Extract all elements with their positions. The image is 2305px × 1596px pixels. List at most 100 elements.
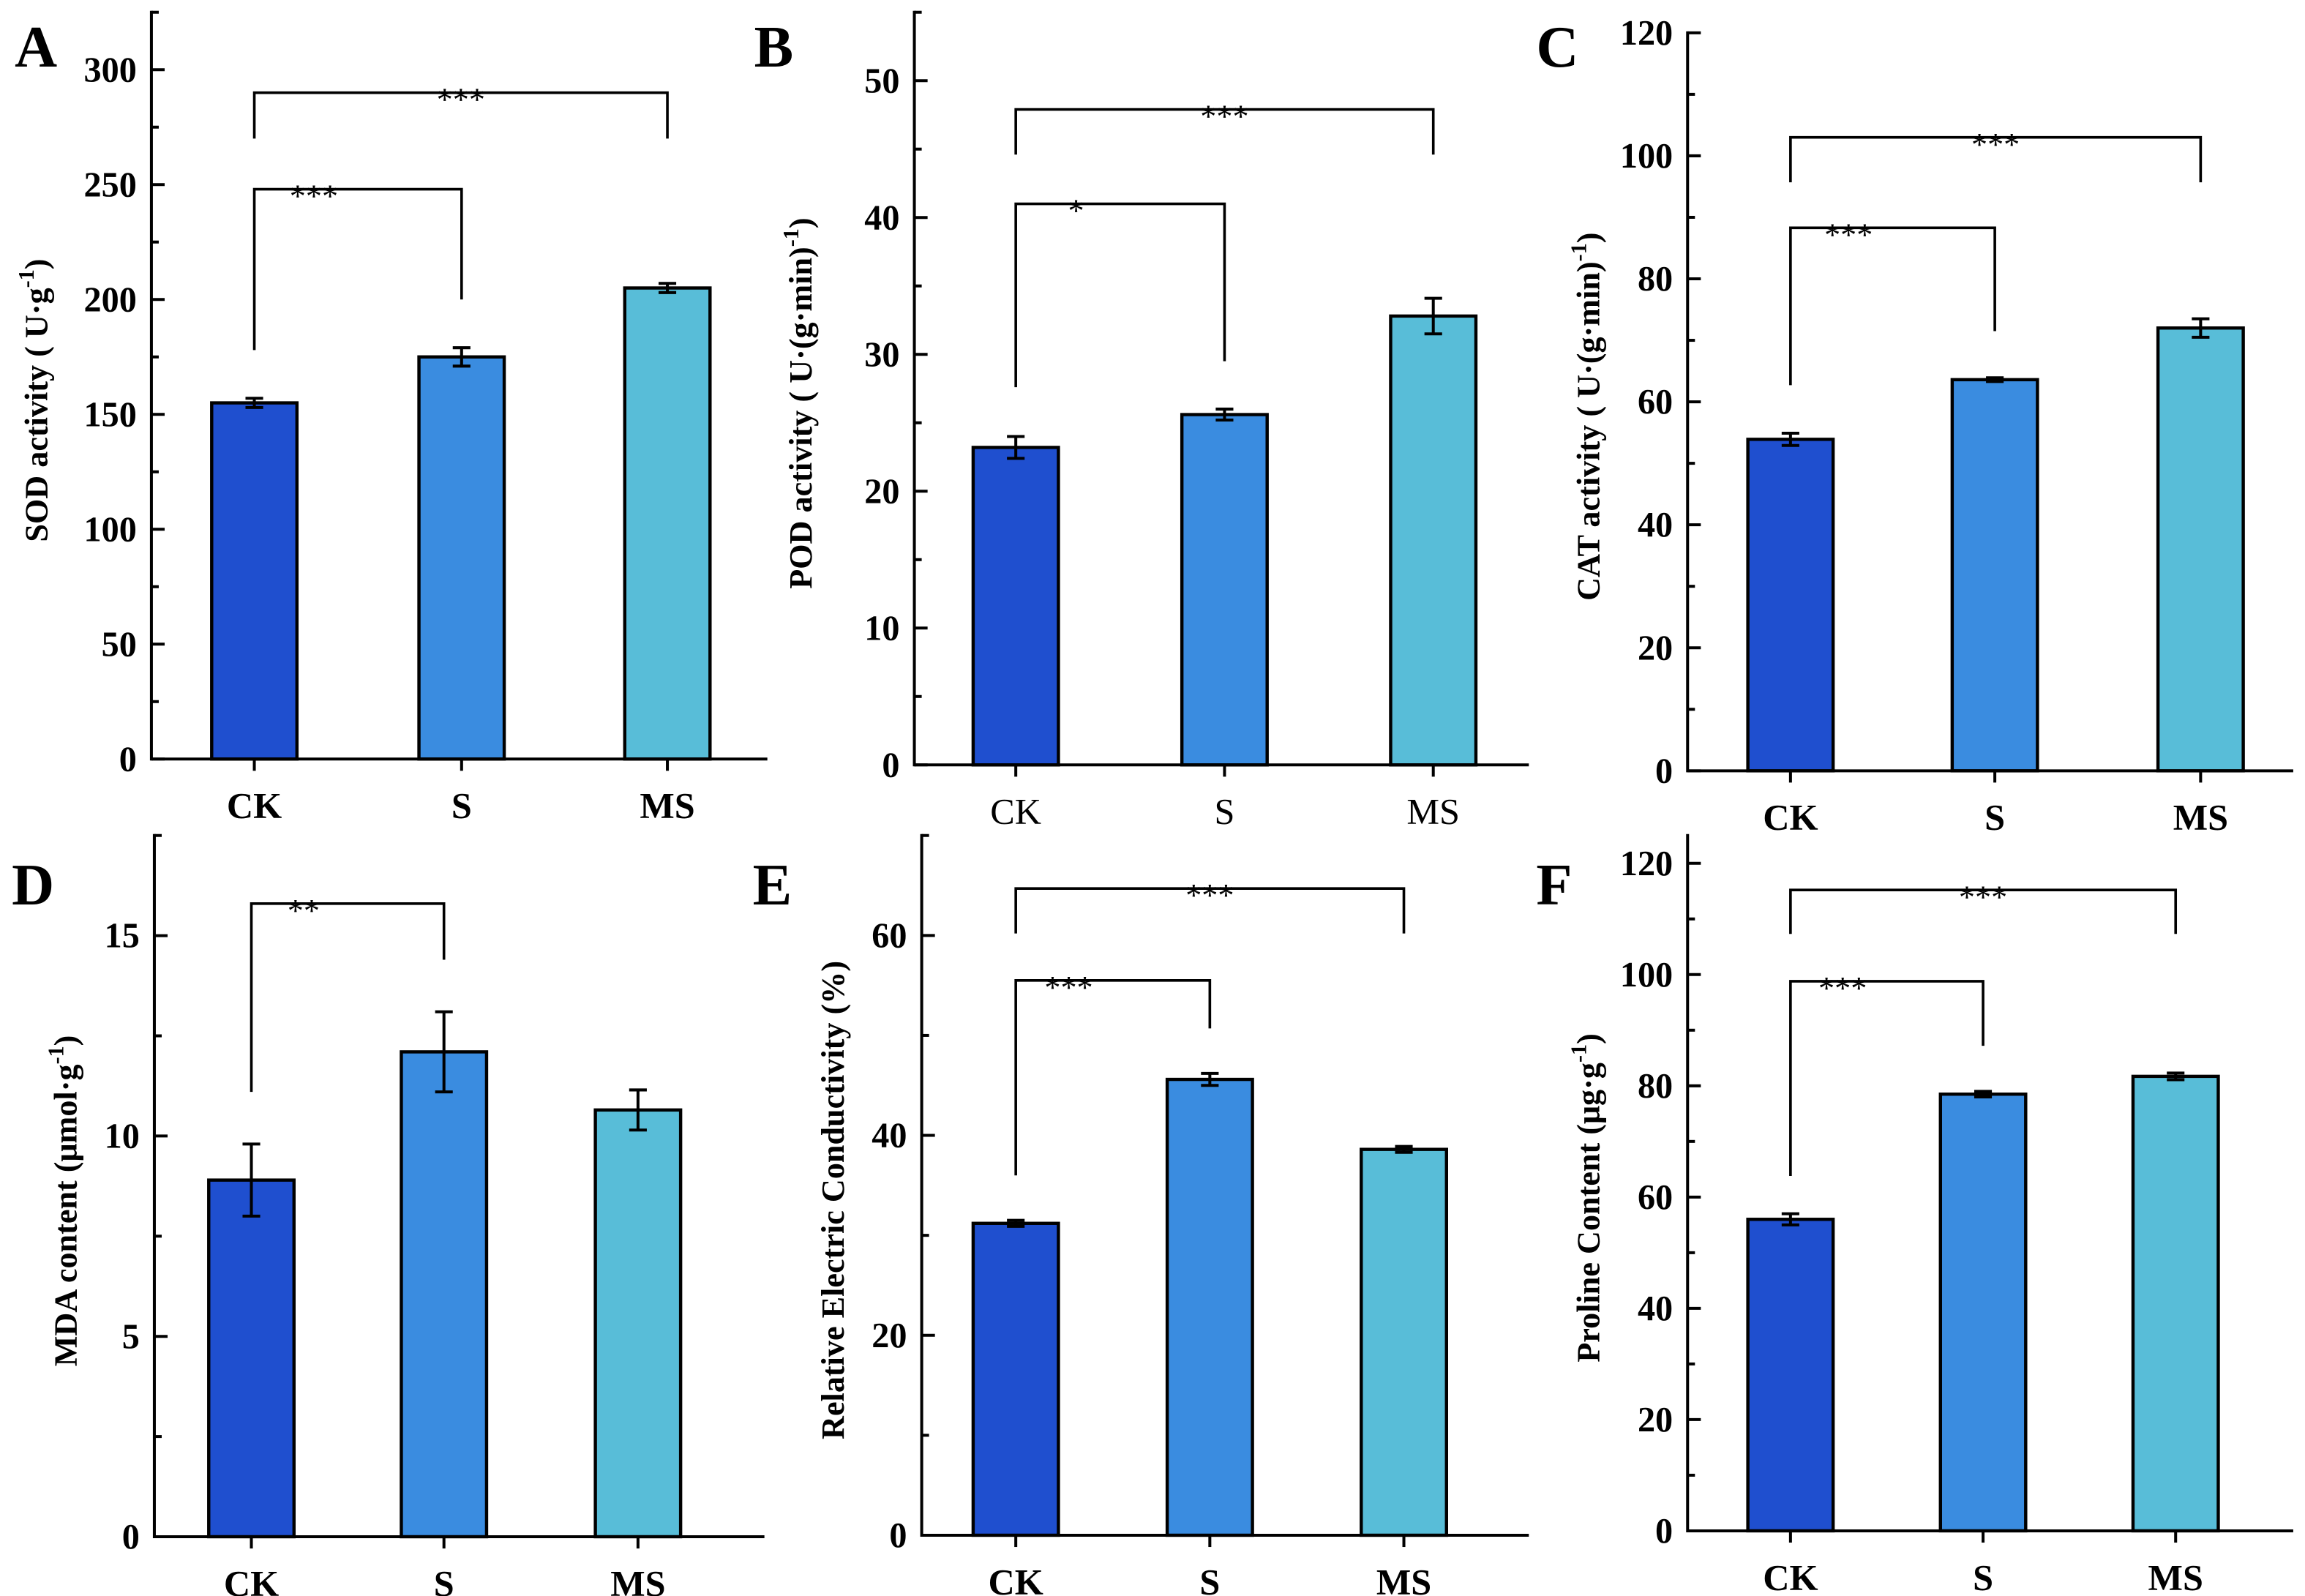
bar-ck (210, 401, 299, 761)
x-tick-label: CK (224, 1562, 279, 1596)
error-bar-ms (1424, 296, 1442, 336)
y-tick-label: 60 (1638, 1178, 1673, 1217)
y-tick-label: 0 (122, 1518, 140, 1556)
significance-label: *** (1185, 877, 1234, 913)
x-tick-label: CK (1763, 1556, 1818, 1596)
y-axis-label-end: ) (1571, 233, 1607, 244)
y-axis-label-text: Proline Content (μg·g (1571, 1063, 1607, 1363)
error-bar-ck (245, 397, 263, 409)
y-tick-label: 0 (889, 1516, 907, 1555)
x-tick-label: S (1984, 797, 2005, 838)
significance-bracket (252, 91, 669, 139)
y-axis-label-end: ) (18, 258, 54, 269)
y-tick-label: 60 (872, 916, 907, 955)
panel-f: F CK S MS 0 20 40 60 80 100 120 Proline Content (μg… (1536, 833, 2293, 1596)
y-tick-label: 5 (122, 1317, 140, 1356)
significance-bracket (1789, 980, 1984, 1176)
x-tick-label: MS (610, 1562, 665, 1596)
panel-label: E (753, 853, 792, 918)
y-axis-label-end: ) (1571, 1033, 1607, 1044)
y-tick-label: 250 (84, 165, 137, 204)
panel-label: B (754, 15, 794, 80)
panel-e: E CK S MS 0 20 40 60 Relative Electric Conductiv… (753, 833, 1529, 1596)
significance-label: * (1068, 193, 1084, 229)
y-tick-label: 0 (882, 746, 899, 784)
x-tick-label: CK (989, 1561, 1043, 1596)
y-tick-label: 40 (1638, 506, 1673, 544)
y-axis-label: Proline Content (μg·g-1) (1567, 1033, 1607, 1362)
error-bar-ms (2192, 317, 2210, 339)
bar-s (1950, 378, 2039, 773)
bar-ck (1746, 1218, 1835, 1533)
y-tick-label: 100 (1620, 137, 1673, 176)
y-tick-label: 40 (872, 1117, 907, 1155)
y-axis-label: CAT activity ( U·(g·min)-1) (1567, 233, 1607, 601)
panel-a: A CK S MS 0 50 100 150 200 250 300 SOD activity ( U… (14, 10, 768, 826)
error-bar-ms (629, 1088, 647, 1132)
significance-bracket (1014, 887, 1406, 934)
y-tick-label: 0 (1655, 752, 1673, 790)
error-bar-s (452, 346, 471, 368)
x-tick-label: S (434, 1562, 454, 1596)
y-axis-label: MDA content (μmol·g-1) (43, 1035, 83, 1367)
y-tick-label: 40 (864, 198, 899, 237)
y-tick-label: 150 (84, 395, 137, 434)
y-axis-label-text: Relative Electric Conductivity (%) (815, 961, 851, 1439)
y-tick-label: 120 (1620, 14, 1673, 53)
y-tick-label: 100 (84, 510, 137, 549)
significance-label: *** (290, 179, 338, 214)
y-axis-label-text: MDA content (μmol·g (48, 1064, 83, 1366)
error-bar-ms (1395, 1144, 1413, 1154)
y-axis-label: POD activity ( U·(g·min)-1) (779, 217, 819, 588)
y-axis-label-text: SOD activity ( U·g (18, 288, 54, 542)
error-bar-s (1974, 1090, 1993, 1099)
x-tick-label: S (1973, 1556, 1993, 1596)
bar-ms (2131, 1074, 2220, 1533)
significance-label: *** (1971, 127, 2020, 162)
y-tick-label: 30 (864, 335, 899, 374)
significance-label: *** (1959, 879, 2007, 915)
significance-bracket (1014, 108, 1435, 155)
y-tick-label: 120 (1620, 844, 1673, 883)
y-axis-label-end: ) (48, 1035, 83, 1046)
y-tick-label: 10 (105, 1117, 140, 1155)
bar-s (1180, 413, 1269, 767)
error-bar-s (1215, 408, 1234, 422)
y-axis-label-end: ) (783, 217, 819, 228)
error-bar-s (1201, 1071, 1219, 1087)
y-tick-label: 300 (84, 50, 137, 89)
x-tick-label: CK (1763, 797, 1818, 838)
significance-bracket (250, 902, 446, 1093)
panel-c: C CK S MS 0 20 40 60 80 100 120 CAT activity ( U·(g… (1536, 14, 2293, 838)
y-tick-label: 80 (1638, 1067, 1673, 1106)
y-axis-label: Relative Electric Conductivity (%) (815, 961, 851, 1439)
x-tick-label: MS (1376, 1561, 1431, 1596)
y-tick-label: 200 (84, 280, 137, 319)
y-tick-label: 60 (1638, 383, 1673, 422)
x-tick-label: CK (227, 785, 282, 826)
y-axis-label-sup: -1 (779, 228, 803, 247)
bar-ck (1746, 438, 1835, 773)
y-tick-label: 50 (102, 625, 137, 664)
bar-ms (1360, 1147, 1448, 1537)
y-tick-label: 20 (1638, 1401, 1673, 1439)
panel-label: C (1536, 15, 1578, 80)
y-axis-label-sup: -1 (1567, 1044, 1592, 1063)
bar-s (417, 355, 506, 761)
y-axis-label-sup: -1 (14, 269, 39, 288)
panel-label: F (1536, 853, 1572, 918)
error-bar-ck (1781, 431, 1799, 447)
x-tick-label: MS (640, 785, 694, 826)
x-tick-label: MS (2148, 1556, 2203, 1596)
significance-label: *** (1818, 970, 1867, 1006)
bar-ck (207, 1178, 296, 1539)
y-tick-label: 20 (1638, 629, 1673, 667)
y-tick-label: 80 (1638, 260, 1673, 299)
significance-label: *** (437, 82, 485, 118)
significance-label: *** (1824, 217, 1873, 252)
error-bar-s (435, 1010, 453, 1094)
error-bar-s (1986, 376, 2004, 383)
x-tick-label: MS (2173, 797, 2228, 838)
panel-label: A (15, 15, 57, 80)
